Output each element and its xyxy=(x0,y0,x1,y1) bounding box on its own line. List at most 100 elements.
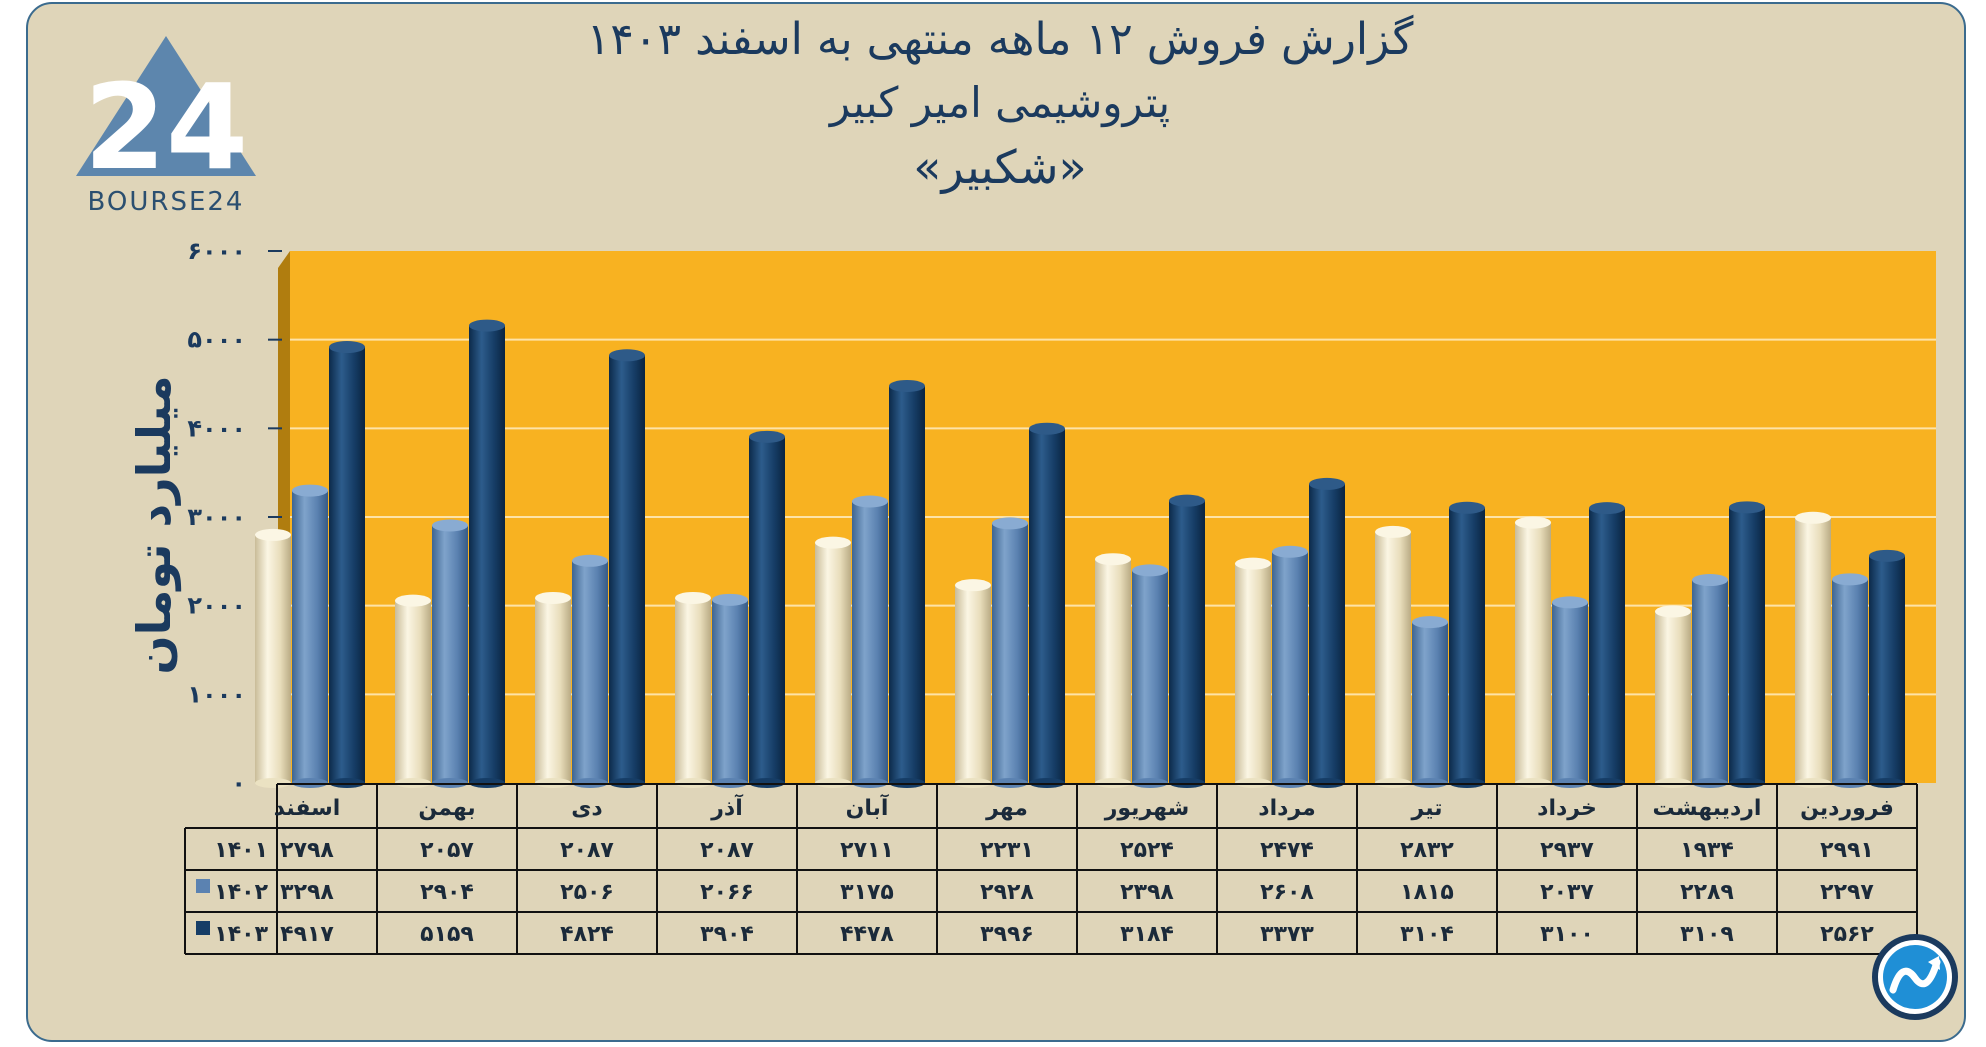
data-label: ۲۲۳۱ xyxy=(980,838,1034,863)
logo-mark: 24 xyxy=(84,58,248,196)
bar-cap xyxy=(1655,605,1691,618)
bar xyxy=(1169,494,1205,788)
bar-cap xyxy=(1132,564,1168,577)
bar xyxy=(1655,605,1691,788)
category-label: فروردین xyxy=(1800,796,1894,821)
category-label: اسفند xyxy=(274,796,341,821)
bar-cap xyxy=(329,341,365,354)
bar-cap xyxy=(395,594,431,607)
bar-cap xyxy=(432,519,468,532)
bar-cap xyxy=(1832,573,1868,586)
bar-cap xyxy=(1375,525,1411,538)
data-label: ۲۵۲۴ xyxy=(1120,838,1174,863)
bar-cap xyxy=(1515,516,1551,529)
bar-body xyxy=(1309,483,1345,783)
bar-cap xyxy=(1552,596,1588,609)
logo-triangle xyxy=(76,36,256,176)
bar xyxy=(712,593,748,788)
bar xyxy=(1552,596,1588,788)
bar-body xyxy=(469,325,505,783)
category-label: شهریور xyxy=(1104,796,1190,821)
bar xyxy=(1235,557,1271,788)
bar xyxy=(329,341,365,788)
bar-body xyxy=(1729,507,1765,783)
bar-body xyxy=(1692,580,1728,783)
bar xyxy=(609,349,645,788)
y-axis-ticks: ۰ ۱۰۰۰ ۲۰۰۰ ۳۰۰۰ ۴۰۰۰ ۵۰۰۰ ۶۰۰۰ xyxy=(187,237,282,797)
bar-body xyxy=(1795,517,1831,783)
bar-cap xyxy=(992,517,1028,530)
bar xyxy=(749,430,785,788)
bar-cap xyxy=(1309,477,1345,490)
category-label: مرداد xyxy=(1258,796,1315,821)
bar-body xyxy=(329,347,365,783)
data-label: ۲۹۰۴ xyxy=(420,880,474,905)
data-label: ۴۸۲۴ xyxy=(560,922,614,947)
bar-body xyxy=(1655,611,1691,783)
title-line-1: گزارش فروش ۱۲ ماهه منتهی به اسفند ۱۴۰۳ xyxy=(586,14,1414,65)
bar-body xyxy=(535,597,571,783)
category-label: مهر xyxy=(985,796,1028,821)
bar-body xyxy=(609,355,645,783)
bar xyxy=(1449,501,1485,788)
bar-body xyxy=(889,385,925,783)
data-label: ۴۴۷۸ xyxy=(840,922,894,947)
legend-series-name: ۱۴۰۱ xyxy=(214,838,268,863)
bar xyxy=(1272,545,1308,788)
bar-body xyxy=(1169,500,1205,783)
legend-series-name: ۱۴۰۲ xyxy=(214,880,268,905)
bar-body xyxy=(1552,602,1588,783)
data-label: ۱۹۳۴ xyxy=(1680,838,1734,863)
bottom-logo xyxy=(1872,934,1958,1020)
y-tick-label: ۵۰۰۰ xyxy=(187,326,246,354)
data-label: ۲۶۰۸ xyxy=(1260,880,1314,905)
data-label: ۳۲۹۸ xyxy=(280,880,334,905)
bar xyxy=(1375,525,1411,788)
bar xyxy=(1309,477,1345,788)
bar-body xyxy=(255,534,291,783)
bar-cap xyxy=(469,319,505,332)
bar xyxy=(1412,616,1448,788)
bar-cap xyxy=(1795,511,1831,524)
bar xyxy=(255,528,291,788)
bar-body xyxy=(749,436,785,783)
data-label: ۳۱۸۴ xyxy=(1120,922,1174,947)
legend-series-name: ۱۴۰۳ xyxy=(214,922,268,947)
bar-cap xyxy=(609,349,645,362)
legend-swatch xyxy=(196,879,210,893)
bar-cap xyxy=(292,484,328,497)
data-label: ۲۰۸۷ xyxy=(700,838,754,863)
data-label: ۳۱۰۴ xyxy=(1400,922,1454,947)
bar-body xyxy=(1272,551,1308,783)
bar xyxy=(535,591,571,788)
bar-body xyxy=(1515,522,1551,783)
data-label: ۳۹۰۴ xyxy=(700,922,754,947)
data-label: ۳۹۹۶ xyxy=(980,922,1034,947)
bar-base xyxy=(255,778,291,788)
y-tick-label: ۱۰۰۰ xyxy=(187,680,246,708)
arrow-head-icon xyxy=(1928,956,1940,970)
bar-cap xyxy=(1095,553,1131,566)
y-tick-label: ۳۰۰۰ xyxy=(187,503,246,531)
data-label: ۲۳۹۸ xyxy=(1120,880,1174,905)
bar-body xyxy=(1095,559,1131,783)
data-label: ۲۰۵۷ xyxy=(420,838,474,863)
data-label: ۵۱۵۹ xyxy=(420,922,474,947)
bar-cap xyxy=(1869,549,1905,562)
data-label: ۲۵۰۶ xyxy=(560,880,614,905)
bar-body xyxy=(815,542,851,783)
bar xyxy=(1692,574,1728,788)
bar-cap xyxy=(1589,502,1625,515)
bar-cap xyxy=(1449,501,1485,514)
data-label: ۲۹۲۸ xyxy=(980,880,1034,905)
data-label: ۲۷۹۸ xyxy=(280,838,334,863)
bar-cap xyxy=(749,430,785,443)
bar-body xyxy=(432,525,468,783)
bar-cap xyxy=(815,536,851,549)
bar-cap xyxy=(889,379,925,392)
category-label: اردیبهشت xyxy=(1653,796,1762,821)
bar-body xyxy=(1132,570,1168,783)
bar-cap xyxy=(255,528,291,541)
category-label: تیر xyxy=(1411,796,1443,821)
